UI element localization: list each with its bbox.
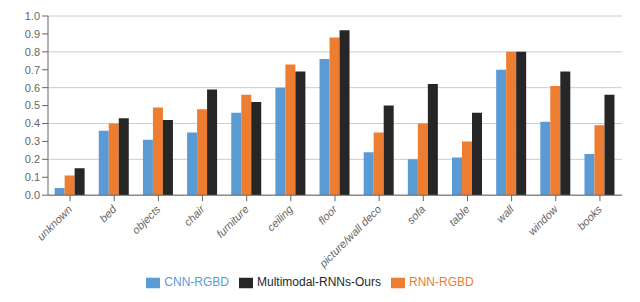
svg-text:picture/wall deco: picture/wall deco [316, 203, 383, 270]
html-text:RNN-RGBD: RNN-RGBD [409, 275, 474, 290]
html-text:CNN-RGBD: CNN-RGBD [164, 275, 229, 290]
svg-text:bed: bed [97, 202, 119, 224]
svg-text:0.9: 0.9 [25, 28, 40, 40]
svg-text:table: table [446, 203, 471, 228]
svg-text:0.6: 0.6 [25, 82, 40, 94]
svg-text:wall: wall [494, 203, 516, 225]
svg-text:0.2: 0.2 [25, 153, 40, 165]
svg-text:books: books [575, 203, 605, 233]
svg-text:0.8: 0.8 [25, 46, 40, 58]
svg-text:ceiling: ceiling [265, 202, 296, 233]
svg-text:unknown: unknown [35, 203, 75, 243]
svg-text:floor: floor [316, 202, 341, 227]
svg-text:0.3: 0.3 [25, 135, 40, 147]
svg-text:furniture: furniture [214, 203, 251, 240]
svg-text:0.1: 0.1 [25, 171, 40, 183]
svg-text:0.0: 0.0 [25, 189, 40, 201]
svg-text:chair: chair [181, 202, 207, 228]
svg-text:1.0: 1.0 [25, 10, 40, 22]
svg-text:0.7: 0.7 [25, 64, 40, 76]
html-text:Multimodal-RNNs-Ours: Multimodal-RNNs-Ours [257, 275, 381, 290]
svg-text:0.4: 0.4 [25, 117, 40, 129]
svg-text:sofa: sofa [404, 203, 427, 226]
svg-text:0.5: 0.5 [25, 99, 40, 111]
svg-text:window: window [526, 202, 561, 237]
svg-text:objects: objects [129, 203, 162, 236]
